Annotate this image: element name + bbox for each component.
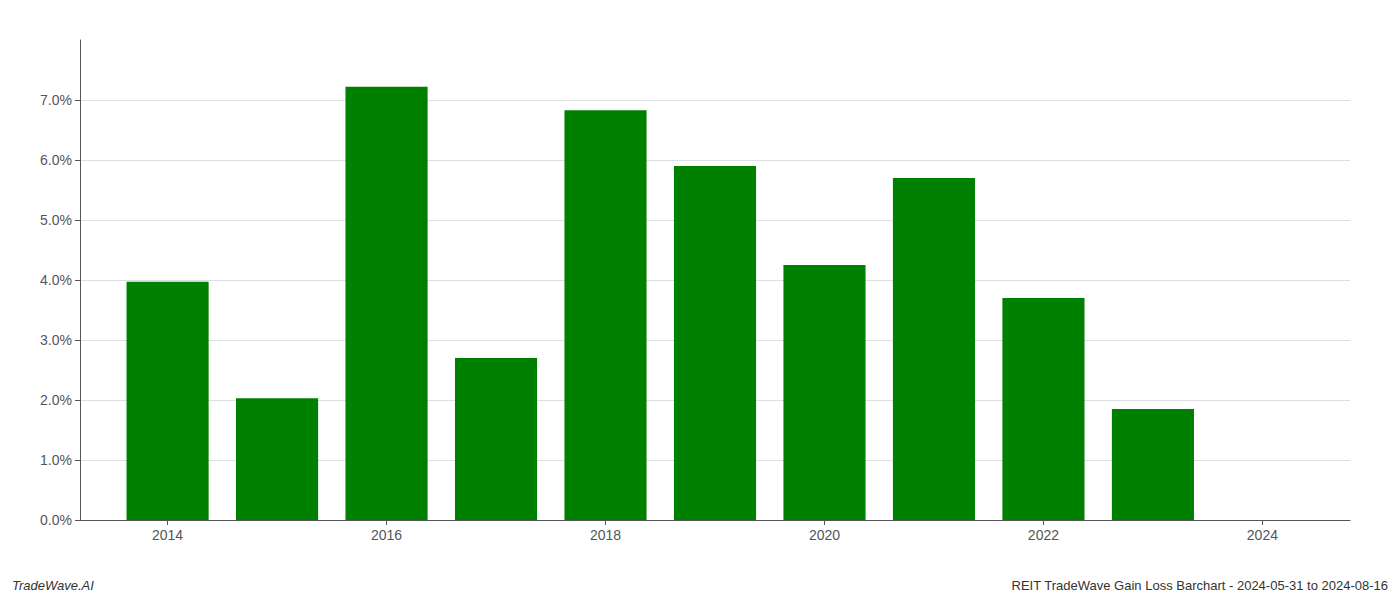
svg-text:1.0%: 1.0%: [40, 452, 72, 468]
svg-text:6.0%: 6.0%: [40, 152, 72, 168]
svg-text:2.0%: 2.0%: [40, 392, 72, 408]
svg-text:2024: 2024: [1247, 527, 1278, 543]
svg-text:2016: 2016: [371, 527, 402, 543]
svg-text:4.0%: 4.0%: [40, 272, 72, 288]
svg-text:2022: 2022: [1028, 527, 1059, 543]
svg-text:REIT TradeWave Gain Loss Barch: REIT TradeWave Gain Loss Barchart - 2024…: [1012, 578, 1388, 593]
svg-text:TradeWave.AI: TradeWave.AI: [12, 578, 94, 593]
svg-text:2020: 2020: [809, 527, 840, 543]
svg-text:5.0%: 5.0%: [40, 212, 72, 228]
svg-text:7.0%: 7.0%: [40, 92, 72, 108]
svg-text:3.0%: 3.0%: [40, 332, 72, 348]
svg-text:2014: 2014: [152, 527, 183, 543]
svg-text:0.0%: 0.0%: [40, 512, 72, 528]
svg-text:2018: 2018: [590, 527, 621, 543]
